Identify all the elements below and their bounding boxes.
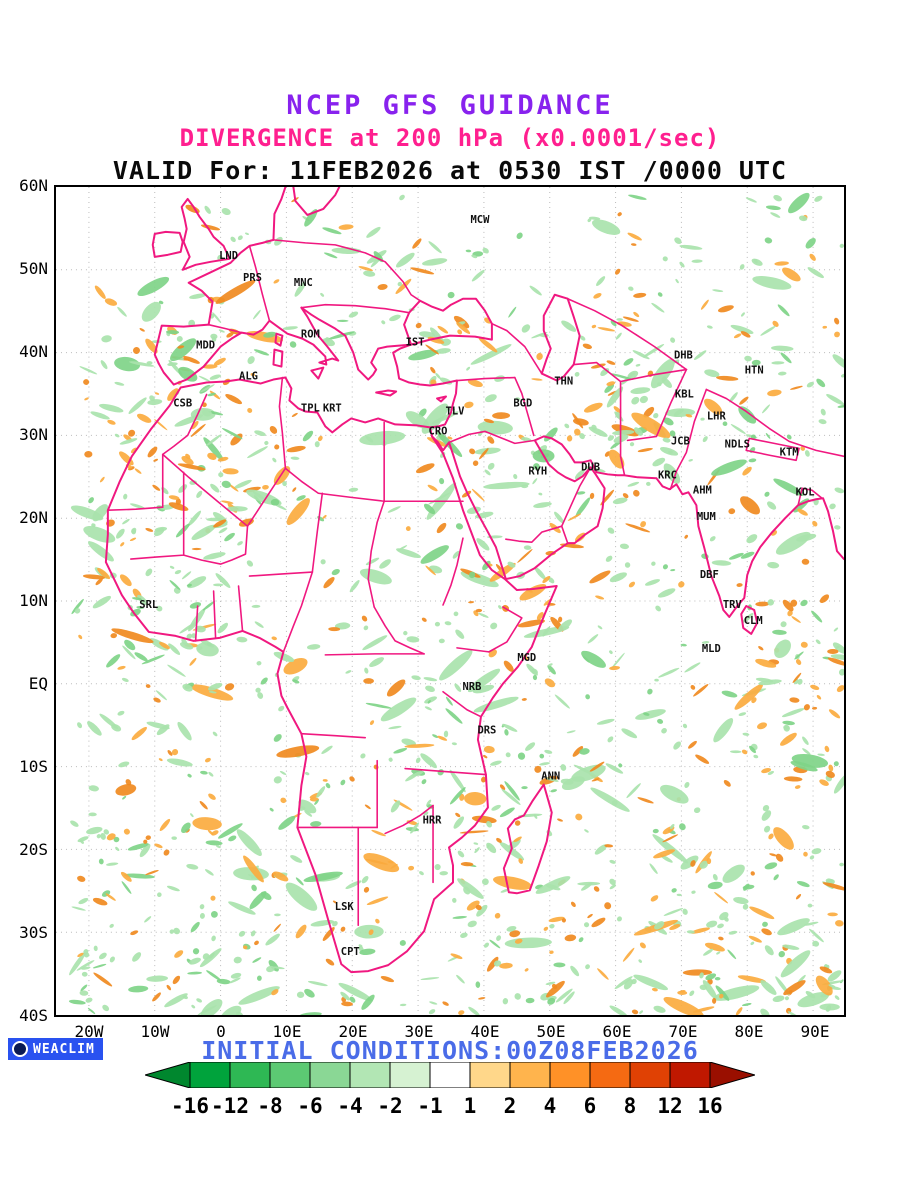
- city-label: THN: [554, 376, 573, 388]
- colorbar-tick-label: 12: [657, 1094, 683, 1118]
- city-labels: MCW LND PRS MNC ROM IST MDD ALG CSB TPL KRT TLV CRO B…: [139, 214, 814, 958]
- city-label: HTN: [745, 365, 764, 377]
- city-label: AHM: [693, 484, 712, 496]
- logo-ring-icon: [12, 1041, 28, 1057]
- lon-tick-label: 20W: [74, 1022, 104, 1041]
- colorbar-tick-label: 6: [583, 1094, 597, 1118]
- map-frame: MCW LND PRS MNC ROM IST MDD ALG CSB TPL KRT TLV CRO B…: [54, 185, 846, 1017]
- city-label: TPL: [301, 402, 320, 414]
- logo-text: WEACLIM: [33, 1041, 95, 1057]
- lat-tick-label: 30S: [19, 923, 48, 942]
- lon-tick-label: 70E: [668, 1022, 698, 1041]
- valid-time-line: VALID For: 11FEB2026 at 0530 IST /0000 U…: [112, 156, 788, 185]
- colorbar-tick-label: -16: [171, 1094, 209, 1118]
- city-label: KOL: [796, 486, 815, 498]
- colorbar-tick-label: -1: [417, 1094, 443, 1118]
- city-label: MGD: [517, 652, 536, 664]
- city-label: HRR: [423, 814, 443, 826]
- lat-tick-label: 10S: [19, 757, 48, 776]
- city-label: BGD: [513, 397, 532, 409]
- city-label: IST: [406, 337, 425, 349]
- lat-tick-label: EQ: [28, 674, 48, 693]
- lat-tick-label: 40S: [19, 1006, 48, 1025]
- city-label: DHB: [674, 350, 693, 362]
- lon-tick-label: 80E: [734, 1022, 764, 1041]
- city-label: MLD: [702, 643, 721, 655]
- lon-tick-label: 40E: [470, 1022, 500, 1041]
- colorbar: -16 -12 -8 -6 -4 -2 -1 1 2 4 6 8 12 16: [143, 1061, 757, 1120]
- initial-conditions-text: INITIAL CONDITIONS:00Z08FEB2026: [201, 1036, 699, 1065]
- city-label: CPT: [341, 946, 360, 958]
- lon-tick-label: 0: [216, 1022, 226, 1041]
- city-label: NDLS: [725, 438, 750, 450]
- country-borders: [107, 239, 844, 927]
- colorbar-tick-label: -12: [211, 1094, 249, 1118]
- lat-tick-label: 20S: [19, 840, 48, 859]
- city-label: LSK: [335, 901, 355, 913]
- colorbar-tick-label: -6: [297, 1094, 323, 1118]
- city-label: NRB: [462, 681, 481, 693]
- divergence-map: MCW LND PRS MNC ROM IST MDD ALG CSB TPL KRT TLV CRO B…: [56, 187, 844, 1015]
- city-label: JCB: [671, 435, 690, 447]
- city-label: PRS: [243, 272, 262, 284]
- city-label: KTM: [780, 446, 799, 458]
- city-label: DBF: [700, 569, 719, 581]
- city-label: MUM: [697, 511, 716, 523]
- city-label: TLV: [446, 405, 466, 417]
- city-label: MDD: [196, 340, 215, 352]
- city-label: KRT: [323, 402, 342, 414]
- colorbar-tick-label: 16: [697, 1094, 723, 1118]
- chart-title: NCEP GFS GUIDANCE: [286, 90, 614, 121]
- city-label: CSB: [173, 397, 192, 409]
- city-label: ANN: [541, 771, 560, 783]
- lat-tick-label: 60N: [19, 176, 48, 195]
- lat-tick-label: 30N: [19, 425, 48, 444]
- city-label: DUB: [581, 461, 600, 473]
- lon-tick-label: 90E: [800, 1022, 830, 1041]
- lat-tick-label: 40N: [19, 342, 48, 361]
- colorbar-tick-label: -2: [377, 1094, 403, 1118]
- colorbar-scale: [143, 1061, 757, 1089]
- colorbar-tick-label: 2: [503, 1094, 517, 1118]
- colorbar-tick-label: 8: [623, 1094, 637, 1118]
- city-label: LHR: [707, 410, 727, 422]
- lat-tick-label: 20N: [19, 508, 48, 527]
- city-label: ALG: [239, 371, 258, 383]
- colorbar-tick-label: -8: [257, 1094, 283, 1118]
- city-label: KRC: [658, 469, 677, 481]
- divergence-shading: [68, 192, 844, 1015]
- weaclim-logo: WEACLIM: [8, 1038, 103, 1060]
- city-label: ROM: [301, 329, 320, 341]
- lon-tick-label: 10W: [140, 1022, 170, 1041]
- lon-tick-label: 20E: [338, 1022, 368, 1041]
- colorbar-tick-label: -4: [337, 1094, 363, 1118]
- city-label: DRS: [477, 725, 496, 737]
- lon-tick-label: 60E: [602, 1022, 632, 1041]
- city-label: MCW: [470, 214, 490, 226]
- colorbar-tick-label: 1: [463, 1094, 477, 1118]
- lat-tick-label: 10N: [19, 591, 48, 610]
- chart-subtitle: DIVERGENCE at 200 hPa (x0.0001/sec): [179, 124, 721, 152]
- city-label: KBL: [675, 388, 694, 400]
- city-label: CLM: [744, 615, 763, 627]
- coastlines: [104, 187, 844, 974]
- city-label: MNC: [294, 277, 313, 289]
- city-label: SRL: [139, 599, 158, 611]
- colorbar-labels: -16 -12 -8 -6 -4 -2 -1 1 2 4 6 8 12 16: [145, 1094, 755, 1120]
- city-label: LND: [219, 250, 238, 262]
- colorbar-tick-label: 4: [543, 1094, 557, 1118]
- lon-tick-label: 50E: [536, 1022, 566, 1041]
- city-label: CRO: [429, 425, 448, 437]
- city-label: RYH: [528, 465, 547, 477]
- lon-tick-label: 10E: [272, 1022, 302, 1041]
- lon-tick-label: 30E: [404, 1022, 434, 1041]
- lat-tick-label: 50N: [19, 259, 48, 278]
- city-label: TRV: [723, 599, 743, 611]
